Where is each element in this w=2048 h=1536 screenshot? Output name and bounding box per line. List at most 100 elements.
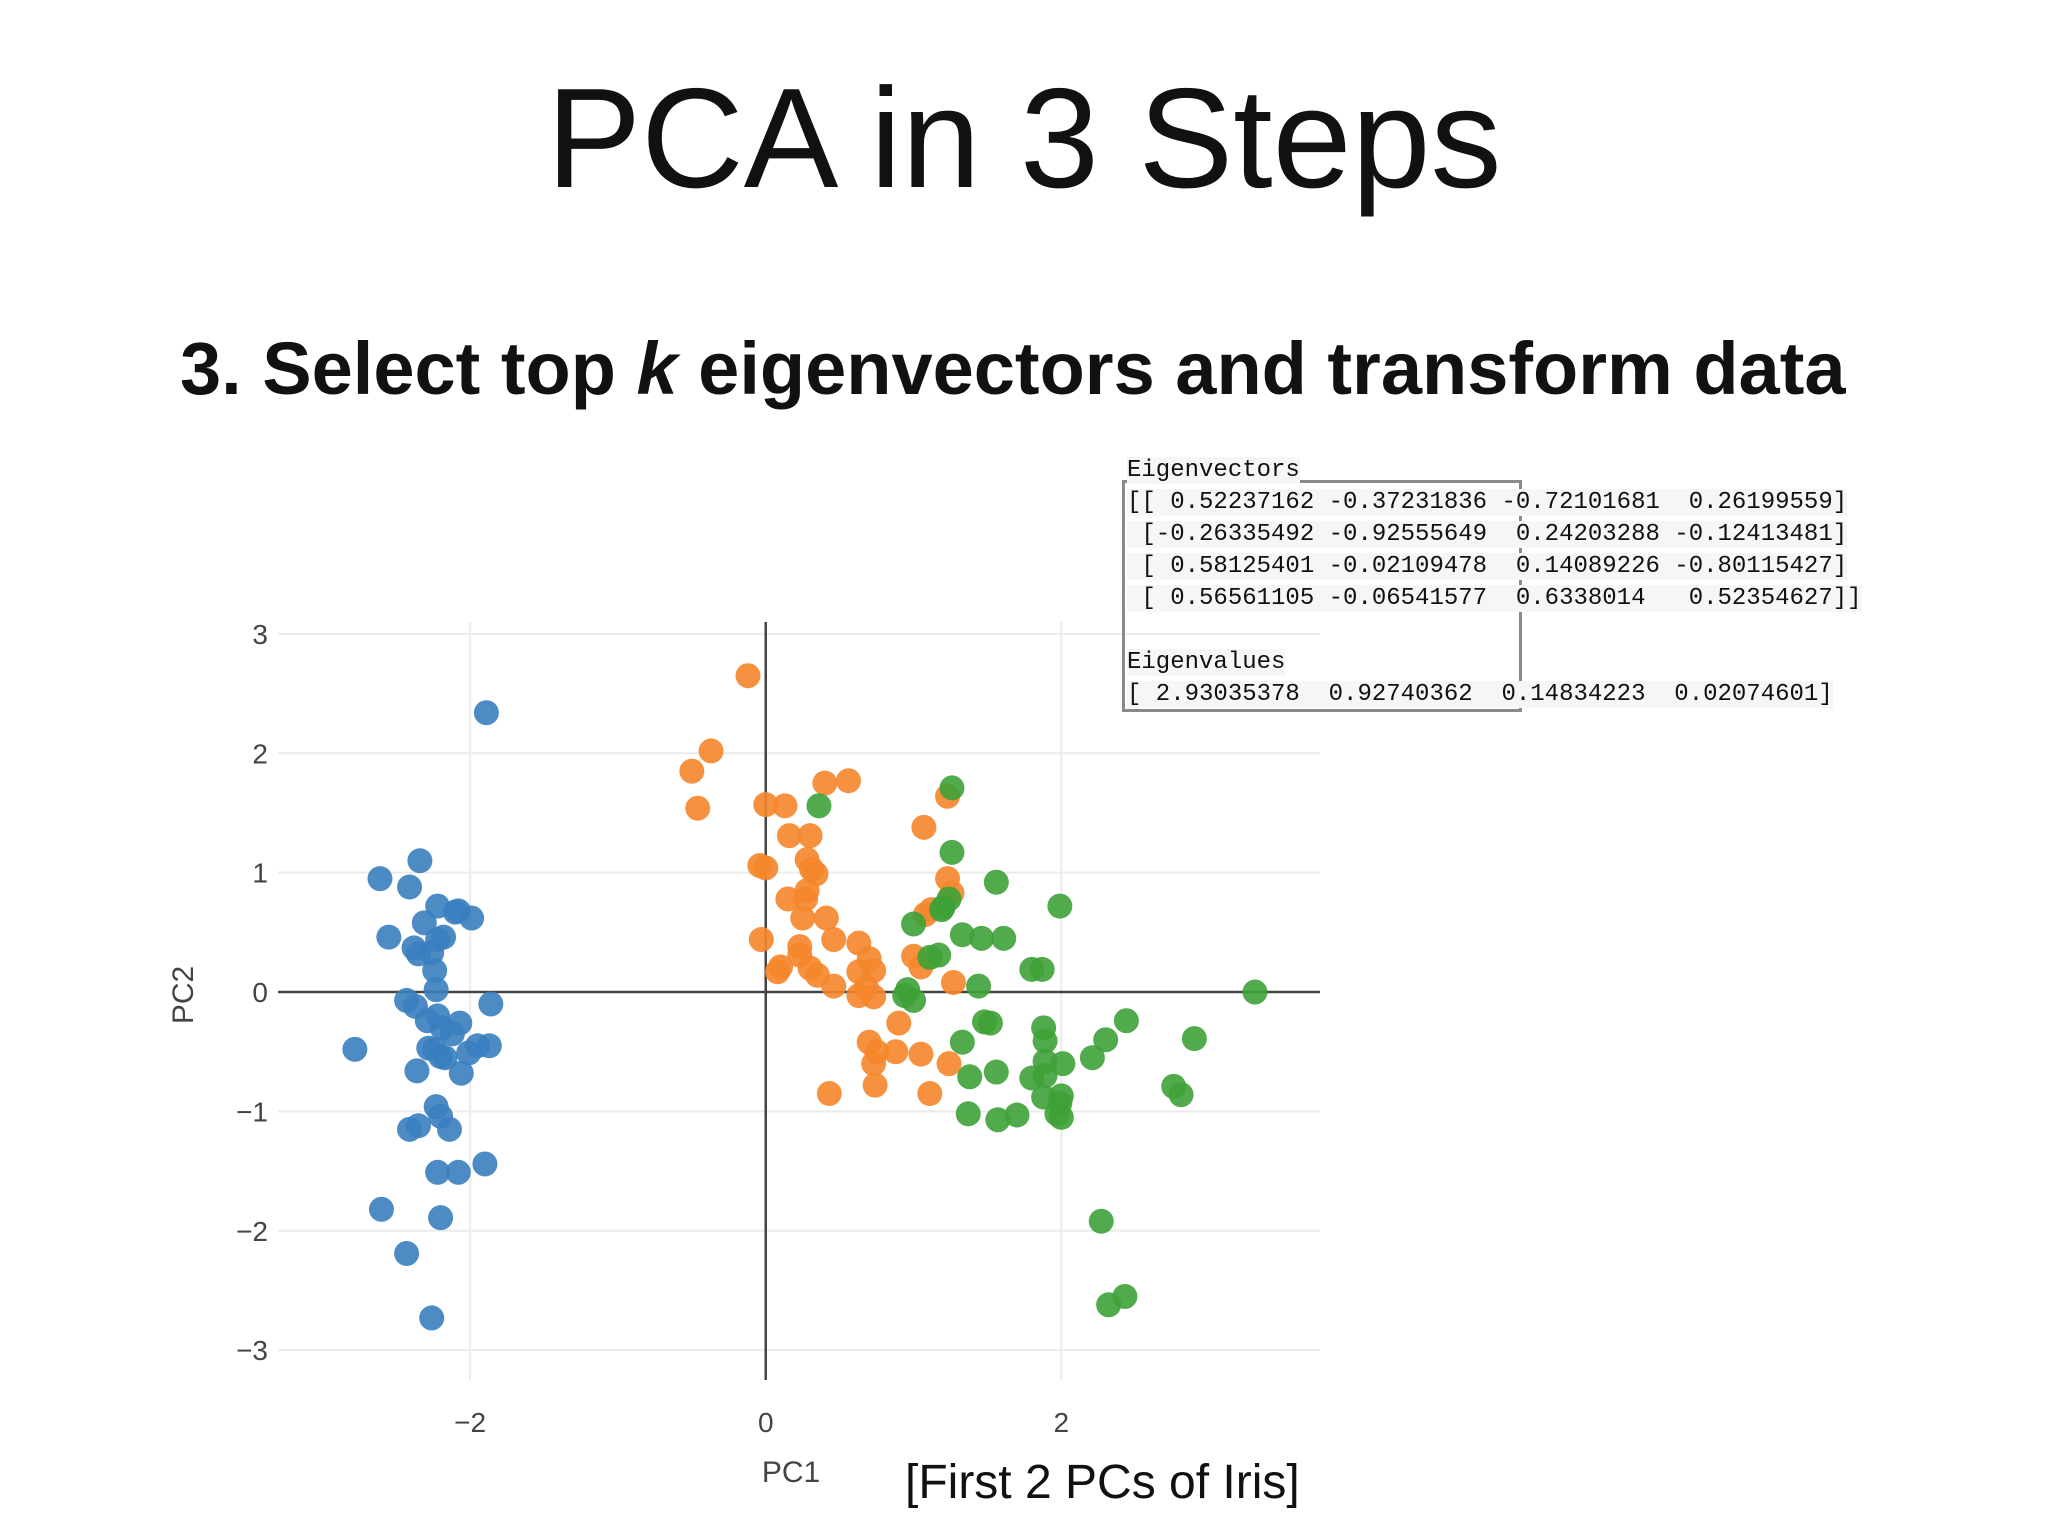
y-tick-label: −1 — [236, 1096, 268, 1127]
x-axis-label: PC1 — [762, 1456, 820, 1489]
data-point — [1181, 1026, 1207, 1052]
data-point — [735, 663, 761, 689]
data-point — [949, 922, 975, 948]
data-point — [753, 792, 779, 818]
data-point — [813, 905, 839, 931]
x-tick-label: 2 — [1054, 1407, 1070, 1438]
data-point — [775, 886, 801, 912]
data-point — [436, 1116, 462, 1142]
data-point — [432, 1045, 458, 1071]
data-point — [1029, 956, 1055, 982]
data-point — [794, 878, 820, 904]
data-point — [940, 969, 966, 995]
data-point — [862, 1072, 888, 1098]
data-point — [917, 1081, 943, 1107]
data-point — [1050, 1051, 1076, 1077]
data-point — [679, 758, 705, 784]
code-panel: Eigenvectors [[ 0.52237162 -0.37231836 -… — [1127, 455, 1957, 711]
eigenvector-row: [-0.26335492 -0.92555649 0.24203288 -0.1… — [1127, 521, 1848, 548]
y-tick-label: 1 — [252, 858, 268, 889]
data-point — [969, 925, 995, 951]
data-point — [772, 793, 798, 819]
data-point — [439, 1021, 465, 1047]
data-point — [806, 793, 832, 819]
data-point — [886, 1010, 912, 1036]
data-point — [939, 839, 965, 865]
data-point — [917, 944, 943, 970]
y-tick-label: −2 — [236, 1216, 268, 1247]
data-point — [949, 1029, 975, 1055]
x-tick-label: 0 — [758, 1407, 774, 1438]
y-tick-label: 2 — [252, 738, 268, 769]
data-point — [908, 1041, 934, 1067]
data-point — [472, 1151, 498, 1177]
points-layer — [342, 663, 1268, 1331]
data-point — [1168, 1082, 1194, 1108]
data-point — [936, 1051, 962, 1077]
data-point — [966, 973, 992, 999]
subtitle-prefix: 3. Select top — [180, 327, 637, 410]
data-point — [765, 959, 791, 985]
data-point — [1242, 979, 1268, 1005]
data-point — [748, 927, 774, 953]
data-point — [342, 1036, 368, 1062]
data-point — [1004, 1102, 1030, 1128]
y-axis-label: PC2 — [167, 966, 200, 1024]
data-point — [983, 1059, 1009, 1085]
grid-layer — [278, 622, 1320, 1380]
data-point — [939, 775, 965, 801]
data-point — [407, 848, 433, 874]
data-point — [1032, 1028, 1058, 1054]
data-point — [821, 927, 847, 953]
labels-layer: 3 2 1 0 −1 −2 −3 −2 0 2 — [236, 619, 1069, 1438]
subtitle-suffix: eigenvectors and transform data — [677, 327, 1846, 410]
data-point — [1112, 1283, 1138, 1309]
data-point — [376, 924, 402, 950]
data-point — [1093, 1027, 1119, 1053]
slide-title: PCA in 3 Steps — [546, 59, 1502, 218]
data-point — [367, 866, 393, 892]
data-point — [985, 1107, 1011, 1133]
data-point — [1047, 893, 1073, 919]
y-tick-label: 0 — [252, 977, 268, 1008]
data-point — [1031, 1084, 1057, 1110]
data-point — [422, 958, 448, 984]
data-point — [977, 1010, 1003, 1036]
data-point — [821, 973, 847, 999]
data-point — [753, 855, 779, 881]
data-point — [411, 910, 437, 936]
data-point — [790, 905, 816, 931]
data-point — [698, 738, 724, 764]
data-point — [445, 1159, 471, 1185]
data-point — [423, 977, 449, 1003]
data-point — [478, 991, 504, 1017]
data-point — [428, 1205, 454, 1231]
data-point — [901, 987, 927, 1013]
code-gap — [1127, 615, 1957, 647]
data-point — [955, 1101, 981, 1127]
subtitle-k: k — [636, 327, 678, 410]
data-point — [883, 1039, 909, 1065]
figure-caption: [First 2 PCs of Iris] — [905, 1456, 1300, 1509]
data-point — [448, 1060, 474, 1086]
data-point — [425, 1159, 451, 1185]
data-point — [397, 1116, 423, 1142]
eigenvalues-row: [ 2.93035378 0.92740362 0.14834223 0.020… — [1127, 681, 1833, 708]
data-point — [816, 1081, 842, 1107]
data-point — [836, 768, 862, 794]
data-point — [776, 823, 802, 849]
x-tick-label: −2 — [454, 1407, 486, 1438]
data-point — [797, 823, 823, 849]
slide-subtitle: 3. Select top k eigenvectors and transfo… — [180, 332, 1846, 406]
data-point — [861, 1051, 887, 1077]
data-point — [929, 897, 955, 923]
data-point — [459, 905, 485, 931]
data-point — [419, 1305, 445, 1331]
data-point — [404, 1058, 430, 1084]
data-point — [861, 984, 887, 1010]
data-point — [812, 770, 838, 796]
data-point — [476, 1033, 502, 1059]
data-point — [1019, 1065, 1045, 1091]
data-point — [983, 869, 1009, 895]
